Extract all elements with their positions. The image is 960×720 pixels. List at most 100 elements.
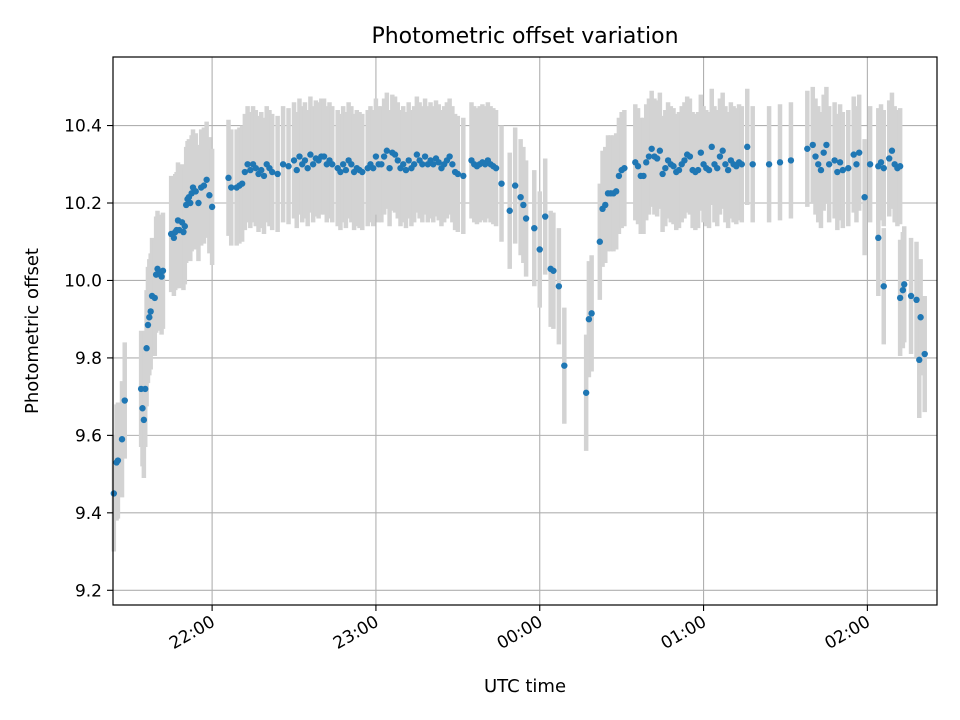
data-point — [121, 397, 128, 404]
data-point — [697, 149, 705, 156]
data-point — [498, 180, 505, 187]
data-point — [460, 172, 467, 180]
x-tick-label: 23:00 — [330, 612, 382, 654]
data-point — [146, 314, 153, 321]
data-point — [845, 164, 852, 172]
data-point — [180, 228, 187, 236]
data-point — [228, 184, 235, 191]
data-point — [823, 141, 830, 149]
data-point — [675, 166, 683, 174]
data-point — [866, 161, 874, 168]
point-layer — [110, 141, 928, 497]
data-point — [348, 161, 355, 168]
data-point — [151, 294, 158, 302]
y-axis-label: Photometric offset — [22, 248, 43, 414]
data-point — [339, 161, 347, 168]
data-point — [170, 234, 178, 242]
data-point — [804, 145, 811, 152]
data-point — [888, 147, 896, 154]
data-point — [648, 145, 655, 152]
data-point — [118, 436, 126, 443]
data-point — [419, 161, 426, 168]
data-point — [383, 147, 391, 154]
data-point — [142, 385, 149, 393]
data-point — [582, 389, 590, 396]
data-point — [825, 161, 833, 168]
data-point — [238, 180, 246, 187]
data-point — [836, 159, 844, 166]
data-point — [861, 193, 868, 201]
data-point — [850, 151, 857, 158]
y-tick-label: 9.4 — [75, 504, 102, 524]
data-point — [244, 161, 251, 168]
data-point — [293, 166, 300, 174]
data-point — [147, 308, 154, 315]
plot-frame — [112, 56, 938, 606]
data-point — [337, 168, 344, 176]
data-point — [877, 159, 885, 166]
data-point — [765, 161, 773, 168]
data-point — [342, 166, 350, 174]
data-point — [615, 172, 623, 180]
data-point — [110, 490, 118, 497]
data-point — [640, 172, 647, 180]
data-point — [880, 283, 887, 290]
data-point — [454, 170, 462, 178]
data-point — [309, 161, 317, 168]
y-tick-label: 10.0 — [64, 271, 102, 291]
data-point — [410, 161, 418, 168]
data-point — [831, 157, 838, 164]
data-point — [662, 164, 669, 172]
data-point — [820, 149, 827, 156]
data-point — [588, 310, 595, 317]
data-point — [203, 176, 210, 183]
data-point — [378, 161, 385, 168]
data-point — [200, 182, 208, 189]
data-point — [738, 161, 745, 168]
data-point — [208, 203, 216, 211]
data-point — [708, 143, 715, 151]
data-point — [391, 151, 399, 158]
x-tick-label: 01:00 — [658, 612, 710, 654]
data-point — [913, 296, 920, 304]
data-point — [744, 143, 751, 151]
data-point — [917, 314, 924, 321]
data-point — [301, 157, 309, 164]
data-point — [815, 161, 822, 168]
data-point — [307, 151, 314, 158]
data-point — [550, 267, 557, 274]
data-point — [916, 356, 923, 364]
data-point — [402, 166, 410, 174]
data-point — [520, 201, 527, 209]
data-point — [139, 405, 146, 412]
data-point — [705, 166, 713, 174]
data-point — [536, 246, 543, 253]
data-point — [656, 147, 664, 154]
data-point — [369, 164, 377, 172]
data-point — [686, 153, 694, 160]
data-point — [159, 267, 167, 274]
y-tick-label: 10.4 — [64, 117, 102, 137]
data-point — [140, 416, 148, 424]
data-point — [511, 182, 519, 189]
data-point — [386, 164, 393, 172]
data-point — [296, 153, 303, 160]
data-point — [506, 207, 513, 214]
data-point — [195, 199, 202, 207]
data-point — [359, 168, 366, 176]
data-point — [724, 166, 732, 174]
data-point — [880, 164, 887, 172]
data-point — [653, 155, 661, 162]
data-point — [670, 163, 677, 170]
data-point — [279, 161, 287, 168]
data-point — [187, 199, 194, 207]
data-point — [875, 234, 882, 242]
x-axis-label: UTC time — [484, 676, 566, 697]
data-point — [531, 224, 538, 232]
x-tick-label: 00:00 — [494, 612, 546, 654]
data-point — [853, 161, 860, 168]
data-point — [896, 163, 904, 170]
data-point — [787, 157, 795, 164]
data-point — [413, 151, 421, 158]
data-point — [522, 215, 530, 222]
